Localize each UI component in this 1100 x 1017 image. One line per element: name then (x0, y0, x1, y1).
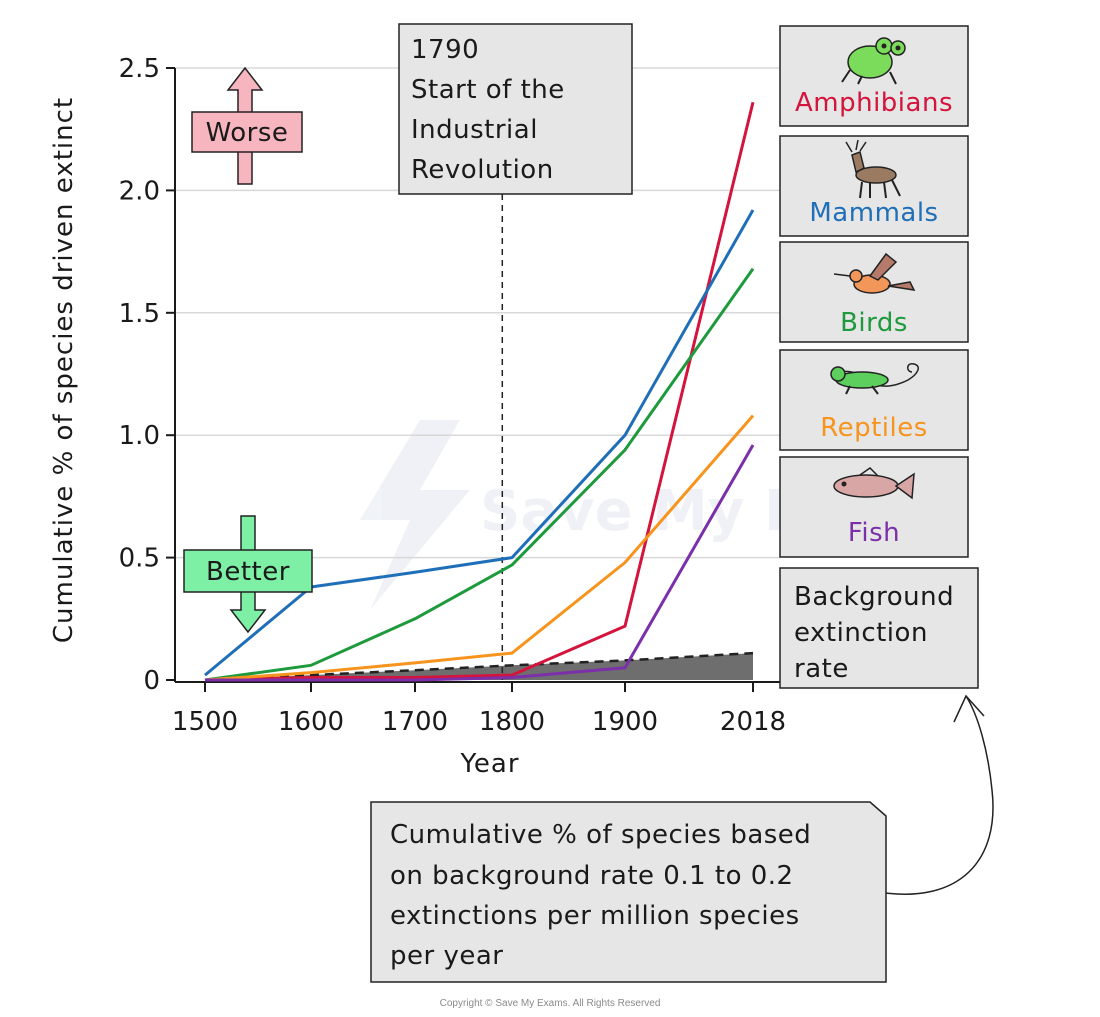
note-line-4: per year (390, 941, 503, 971)
fish-icon (833, 467, 915, 500)
legend-item-mammals: Mammals (779, 135, 969, 237)
connector-arrow (873, 694, 994, 897)
event-label-line-3: Revolution (411, 155, 554, 185)
x-tick-label: 1500 (172, 707, 238, 737)
legend-item-amphibians: Amphibians (779, 25, 969, 127)
frog-icon (841, 37, 906, 85)
y-tick-label: 0.5 (119, 544, 160, 574)
legend-label-mammals: Mammals (809, 198, 938, 228)
watermark-bolt-icon (360, 420, 470, 610)
copyright-text: Copyright © Save My Exams. All Rights Re… (440, 998, 661, 1009)
event-year: 1790 (411, 35, 479, 65)
x-axis-title: Year (459, 749, 519, 779)
x-tick-label: 1900 (592, 707, 658, 737)
series-line-birds (204, 267, 755, 682)
series-line-mammals (204, 209, 755, 677)
legend-label-birds: Birds (840, 308, 908, 338)
better-label: Better (206, 557, 290, 587)
industrial-revolution-box: 1790 Start of the Industrial Revolution (398, 23, 633, 195)
x-tick-label: 2018 (720, 707, 786, 737)
background-rate-box: Background extinction rate (779, 567, 979, 689)
legend-label-amphibians: Amphibians (795, 88, 953, 118)
worse-label: Worse (206, 118, 289, 148)
worse-indicator: Worse (191, 66, 303, 185)
hummingbird-icon (833, 252, 916, 294)
background-label-line-2: extinction (794, 618, 928, 648)
deer-icon (845, 139, 901, 199)
better-indicator: Better (183, 515, 313, 634)
y-axis-title: Cumulative % of species driven extinct (49, 97, 79, 643)
background-label-line-3: rate (794, 654, 849, 684)
y-tick-label: 1.5 (119, 299, 160, 329)
lizard-icon (830, 363, 919, 395)
series-line-fish (205, 444, 755, 682)
x-tick-label: 1600 (278, 707, 344, 737)
y-tick-label: 0 (143, 666, 160, 696)
legend-label-fish: Fish (848, 518, 900, 548)
legend-item-fish: Fish (779, 456, 969, 558)
y-tick-label: 2.5 (119, 54, 160, 84)
note-line-2: on background rate 0.1 to 0.2 (390, 861, 794, 891)
background-extinction-line (204, 651, 754, 682)
note-box: Cumulative % of species based on backgro… (370, 801, 887, 983)
note-line-1: Cumulative % of species based (390, 820, 811, 850)
event-label-line-2: Industrial (411, 115, 538, 145)
legend-label-reptiles: Reptiles (820, 413, 928, 443)
background-label-line-1: Background (794, 582, 954, 612)
event-label-line-1: Start of the (411, 75, 565, 105)
x-tick-label: 1700 (382, 707, 448, 737)
y-tick-labels: 0 0.5 1.0 1.5 2.0 2.5 (119, 54, 175, 696)
legend: Amphibians Mammals Birds (779, 25, 969, 558)
y-tick-label: 1.0 (119, 421, 160, 451)
axes (174, 68, 780, 683)
legend-item-reptiles: Reptiles (779, 349, 969, 451)
legend-item-birds: Birds (779, 241, 969, 343)
note-line-3: extinctions per million species (390, 901, 800, 931)
y-tick-label: 2.0 (119, 176, 160, 206)
x-tick-label: 1800 (479, 707, 545, 737)
series-line-reptiles (204, 414, 755, 682)
series-lines (204, 101, 755, 682)
x-tick-labels: 1500 1600 1700 1800 1900 2018 (172, 682, 786, 737)
background-extinction-area (205, 653, 753, 680)
